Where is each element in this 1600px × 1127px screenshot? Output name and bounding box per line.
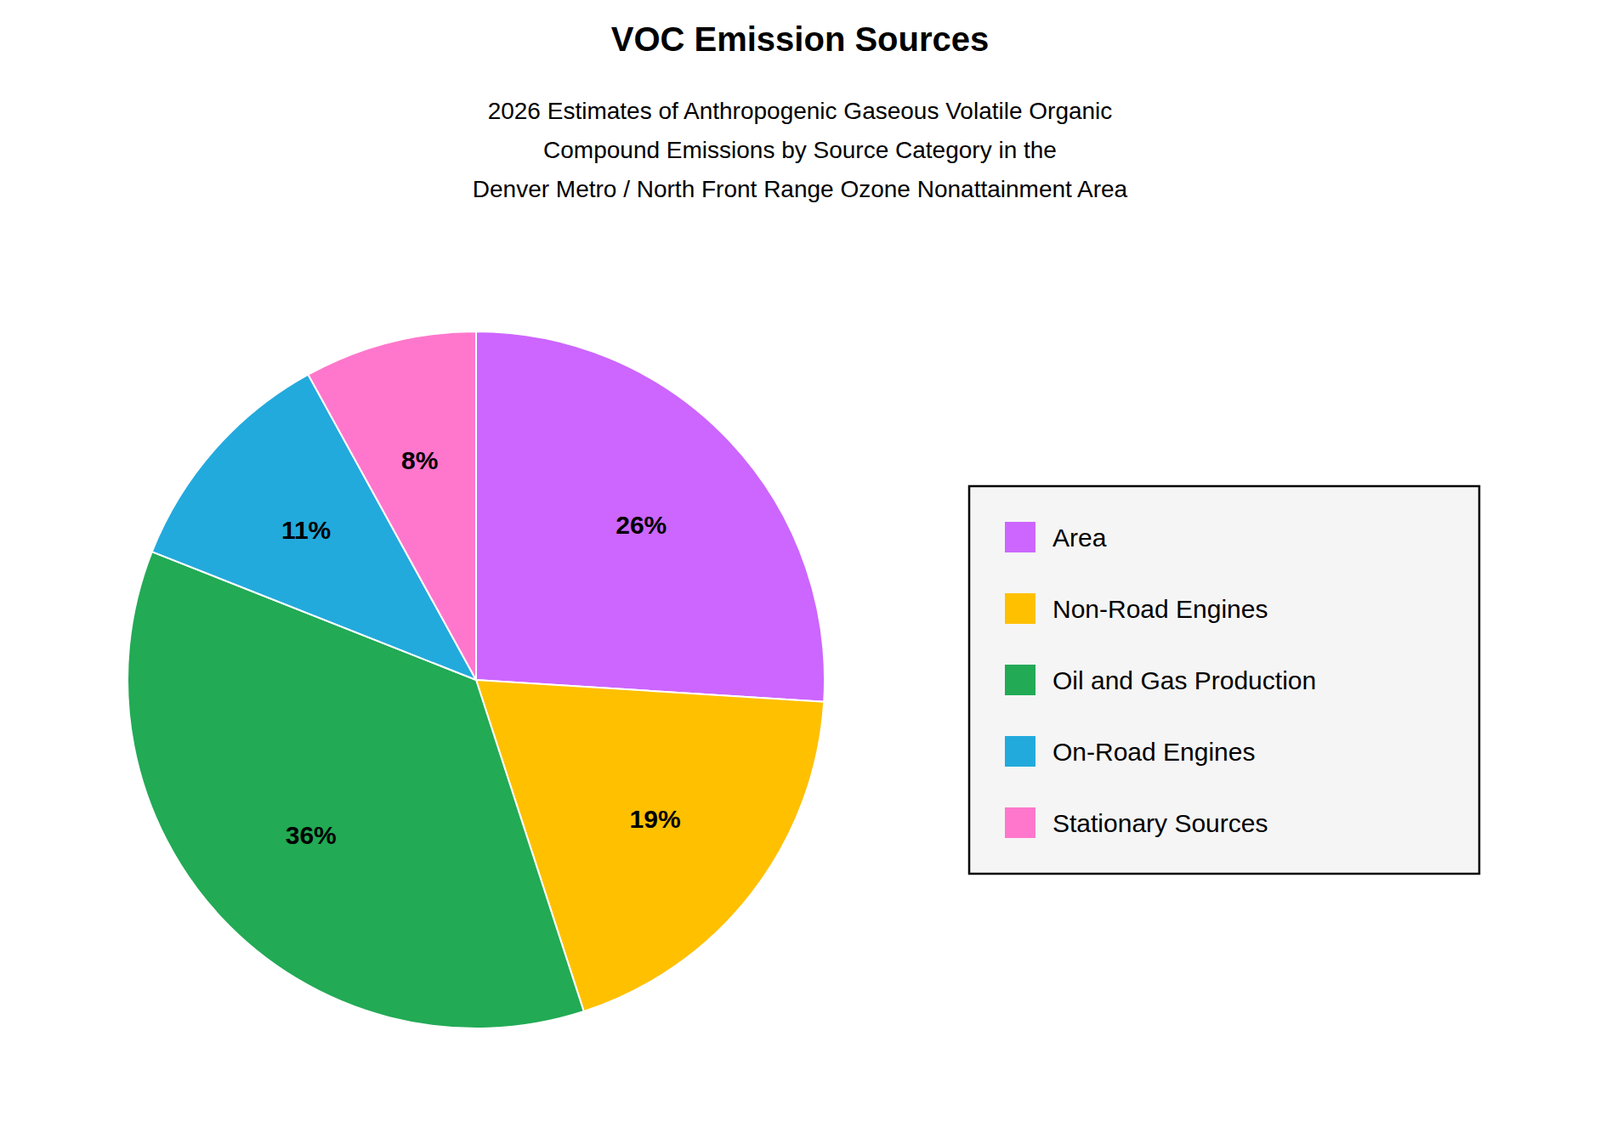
legend-swatch (1004, 521, 1036, 553)
legend-label: Area (1052, 523, 1107, 552)
legend-item: On-Road Engines (1004, 736, 1255, 767)
subtitle-line: Denver Metro / North Front Range Ozone N… (472, 175, 1129, 203)
data-label: 19% (629, 805, 681, 834)
pie-slice (476, 331, 825, 703)
pie-slice (307, 331, 477, 681)
data-labels: 26% 19% 36% 11% 8% (281, 446, 681, 850)
data-label: 26% (615, 510, 667, 540)
pie (127, 331, 825, 1029)
legend-swatch (1004, 593, 1036, 625)
legend-label: Non-Road Engines (1052, 595, 1269, 624)
legend-item: Oil and Gas Production (1004, 664, 1317, 696)
data-label: 36% (285, 821, 337, 850)
subtitle: 2026 Estimates of Anthropogenic Gaseous … (472, 97, 1129, 203)
legend-swatch (1004, 664, 1036, 696)
data-label: 11% (281, 516, 331, 545)
legend-item: Area (1004, 521, 1107, 553)
subtitle-line: 2026 Estimates of Anthropogenic Gaseous … (487, 97, 1113, 125)
title: VOC Emission Sources (611, 20, 990, 58)
subtitle-line: Compound Emissions by Source Category in… (543, 136, 1057, 164)
legend-swatch (1004, 807, 1036, 839)
legend: Area Non-Road Engines Oil and Gas Producti… (969, 486, 1480, 874)
legend-item: Non-Road Engines (1004, 593, 1269, 625)
chart: VOC Emission Sources 2026 Estimates of An… (0, 0, 1600, 1127)
legend-swatch (1004, 736, 1036, 767)
legend-frame (969, 486, 1480, 874)
legend-item: Stationary Sources (1004, 807, 1268, 839)
legend-label: Stationary Sources (1052, 809, 1268, 838)
legend-label: Oil and Gas Production (1052, 666, 1317, 695)
data-label: 8% (401, 446, 438, 475)
legend-label: On-Road Engines (1052, 737, 1255, 766)
